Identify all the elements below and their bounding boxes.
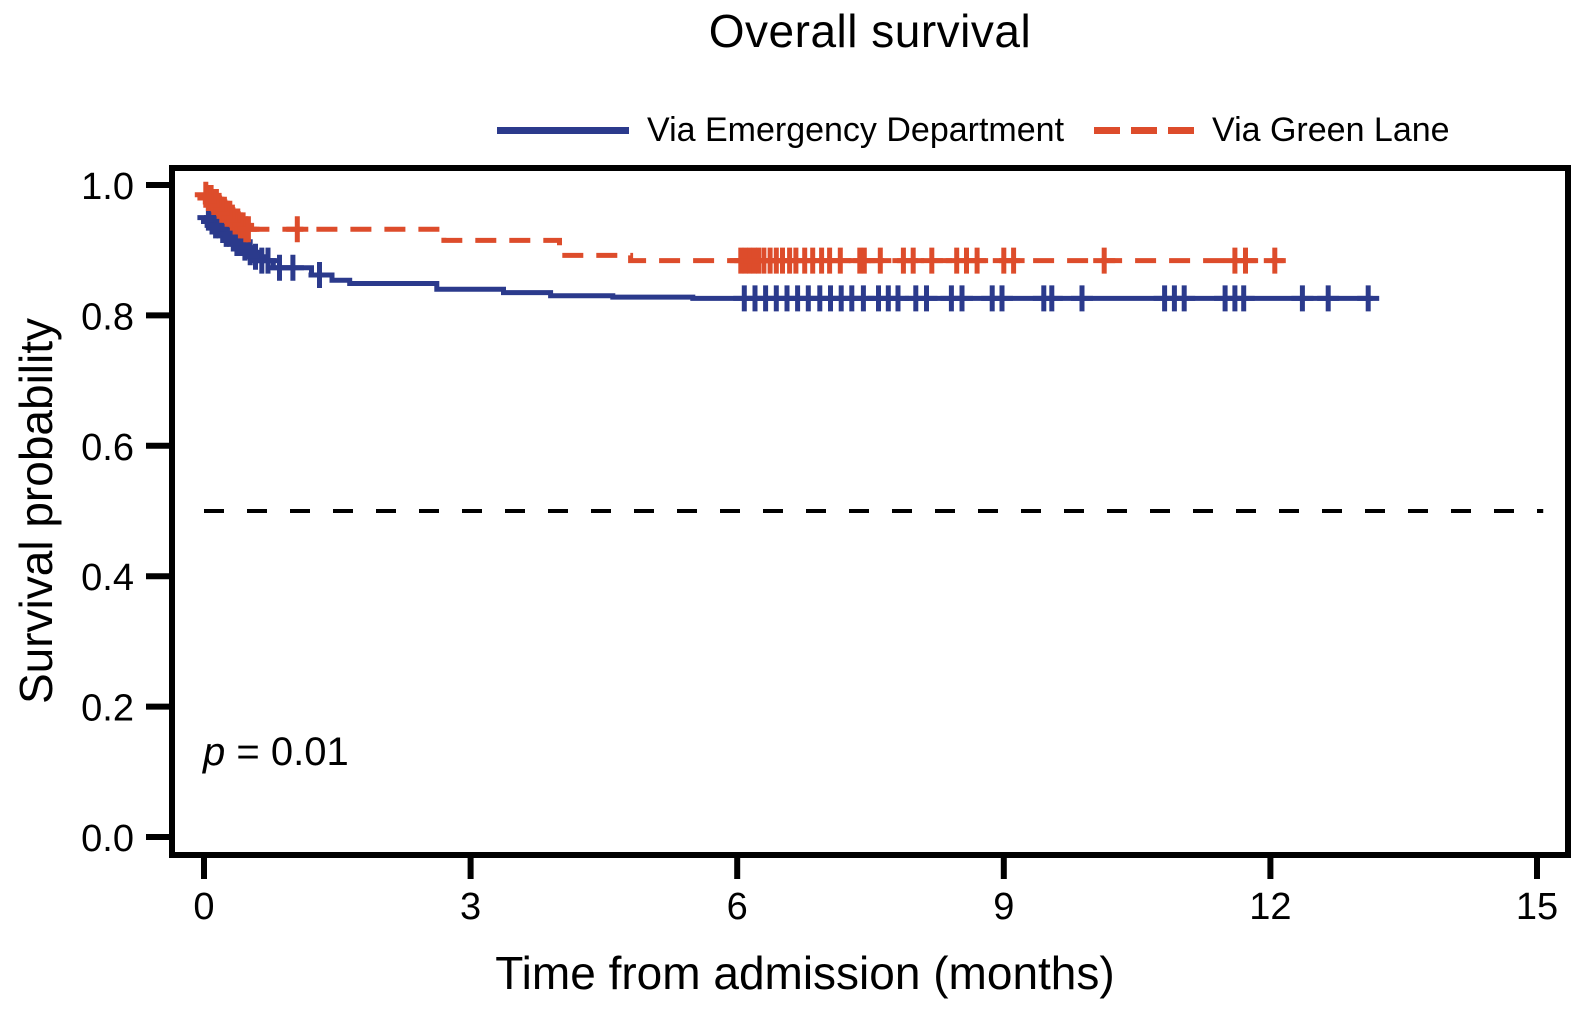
legend-label-emergency: Via Emergency Department bbox=[647, 111, 1065, 149]
censor-mark bbox=[1002, 247, 1025, 274]
censor-mark bbox=[1357, 285, 1380, 312]
censor-mark bbox=[257, 247, 279, 274]
censor-mark bbox=[286, 216, 309, 243]
legend-line-emergency bbox=[497, 127, 629, 134]
y-tick-label: 1.0 bbox=[81, 166, 134, 208]
dash-segment bbox=[1094, 127, 1121, 134]
x-tick-label: 0 bbox=[193, 886, 214, 928]
censor-mark bbox=[308, 262, 331, 288]
x-tick-label: 9 bbox=[993, 886, 1014, 928]
legend: Via Emergency Department Via Green Lane bbox=[497, 111, 1450, 150]
chart-title: Overall survival bbox=[708, 5, 1032, 57]
x-tick-label: 6 bbox=[727, 886, 748, 928]
dash-segment bbox=[1168, 127, 1195, 134]
censor-mark bbox=[915, 285, 938, 312]
plot-border bbox=[169, 165, 1571, 858]
censor-marks bbox=[194, 181, 1286, 274]
censor-mark bbox=[1317, 285, 1340, 312]
legend-line-greenlane bbox=[1094, 127, 1195, 134]
censor-mark bbox=[966, 247, 989, 274]
x-tick-label: 3 bbox=[460, 886, 481, 928]
dash-segment bbox=[1131, 127, 1158, 134]
censor-mark bbox=[829, 247, 852, 274]
y-tick-label: 0.4 bbox=[81, 557, 134, 599]
censor-mark bbox=[1071, 285, 1093, 312]
p-value-text: = 0.01 bbox=[225, 730, 349, 774]
censor-mark bbox=[869, 247, 892, 274]
y-tick-label: 0.8 bbox=[81, 296, 134, 338]
censor-mark bbox=[1173, 285, 1196, 312]
y-axis-title: Survival probability bbox=[10, 317, 62, 705]
censor-mark bbox=[237, 216, 260, 243]
x-tick-label: 12 bbox=[1249, 886, 1291, 928]
y-tick-label: 0.0 bbox=[81, 818, 134, 860]
censor-mark bbox=[991, 285, 1013, 312]
km-series-emergency bbox=[197, 204, 1380, 312]
censor-mark bbox=[1263, 247, 1286, 274]
p-symbol: p bbox=[203, 730, 226, 774]
y-tick-label: 0.6 bbox=[81, 427, 134, 469]
censor-mark bbox=[281, 254, 304, 281]
p-value-annotation: p = 0.01 bbox=[203, 730, 349, 775]
x-axis-title: Time from admission (months) bbox=[495, 947, 1115, 999]
censor-mark bbox=[1232, 285, 1255, 312]
x-axis: 0 3 6 9 12 15 bbox=[193, 855, 1558, 928]
y-axis: 0.0 0.2 0.4 0.6 0.8 1.0 bbox=[81, 166, 172, 860]
km-series-greenlane bbox=[194, 181, 1286, 274]
censor-mark bbox=[902, 247, 925, 274]
censor-mark bbox=[1234, 247, 1257, 274]
censor-mark bbox=[1040, 285, 1063, 312]
y-tick-label: 0.2 bbox=[81, 688, 134, 730]
censor-mark bbox=[1093, 247, 1116, 274]
x-tick-label: 15 bbox=[1516, 886, 1558, 928]
censor-mark bbox=[951, 285, 973, 312]
censor-mark bbox=[920, 247, 943, 274]
censor-mark bbox=[1291, 285, 1314, 312]
legend-label-greenlane: Via Green Lane bbox=[1212, 111, 1450, 149]
km-curve bbox=[248, 226, 1284, 264]
